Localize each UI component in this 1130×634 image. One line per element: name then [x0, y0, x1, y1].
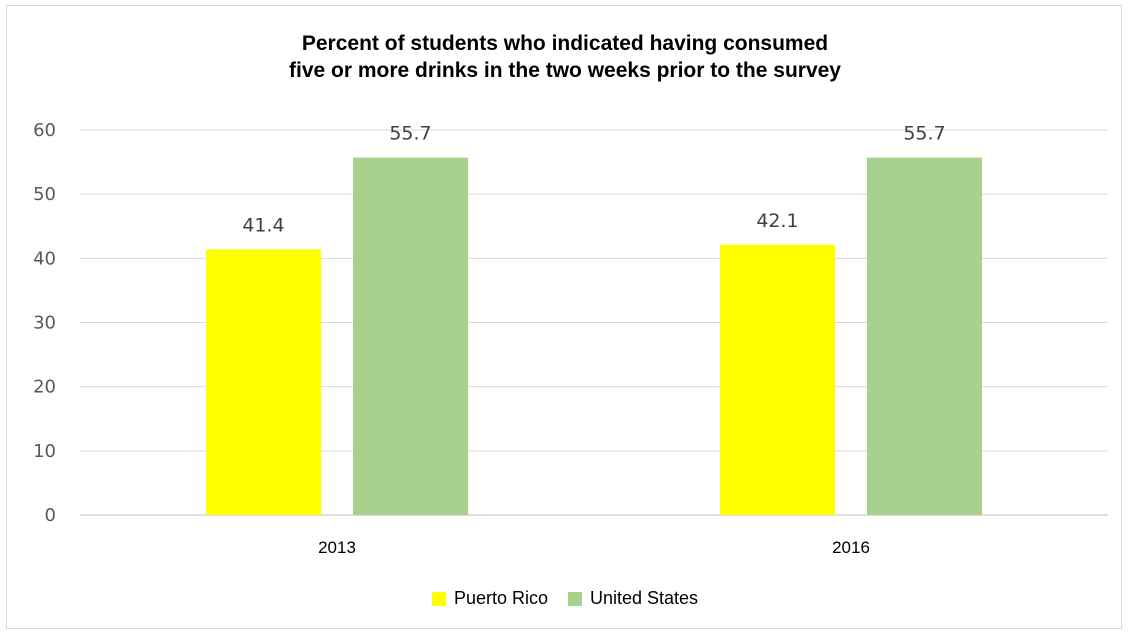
- data-label-puerto-rico-2013: 41.4: [242, 214, 284, 236]
- y-tick-label-20: 20: [33, 377, 56, 398]
- legend-label-united-states: United States: [589, 588, 699, 608]
- bars: [206, 157, 982, 515]
- data-label-united-states-2016: 55.7: [903, 123, 945, 145]
- chart-title-line-1: Percent of students who indicated having…: [301, 32, 829, 55]
- bar-united-states-2013: [353, 157, 468, 515]
- x-tick-label-2013: 2013: [318, 538, 356, 557]
- bar-united-states-2016: [867, 157, 982, 515]
- y-tick-label-60: 60: [33, 120, 56, 141]
- legend-swatch-united-states: [567, 591, 582, 606]
- y-tick-label-0: 0: [45, 505, 56, 526]
- legend-label-puerto-rico: Puerto Rico: [453, 588, 548, 608]
- y-tick-label-30: 30: [33, 313, 56, 334]
- chart-title-line-2: five or more drinks in the two weeks pri…: [289, 59, 841, 82]
- data-label-united-states-2013: 55.7: [389, 123, 431, 145]
- legend-item-united-states: United States: [567, 588, 699, 609]
- y-tick-label-10: 10: [33, 441, 56, 462]
- y-tick-label-40: 40: [33, 248, 56, 269]
- x-tick-label-2016: 2016: [832, 538, 870, 557]
- y-tick-label-50: 50: [33, 184, 56, 205]
- data-label-puerto-rico-2016: 42.1: [756, 210, 798, 232]
- bar-puerto-rico-2016: [720, 244, 835, 515]
- legend-item-puerto-rico: Puerto Rico: [431, 588, 548, 609]
- data-labels: 41.4 55.7 42.1 55.7: [242, 123, 945, 237]
- legend: Puerto Rico United States: [0, 588, 1130, 609]
- chart-title: Percent of students who indicated having…: [0, 30, 1130, 84]
- legend-swatch-puerto-rico: [431, 591, 446, 606]
- bar-puerto-rico-2013: [206, 249, 321, 515]
- y-axis-tick-labels: 0 10 20 30 40 50 60: [33, 120, 56, 526]
- x-axis-tick-labels: 2013 2016: [318, 538, 870, 557]
